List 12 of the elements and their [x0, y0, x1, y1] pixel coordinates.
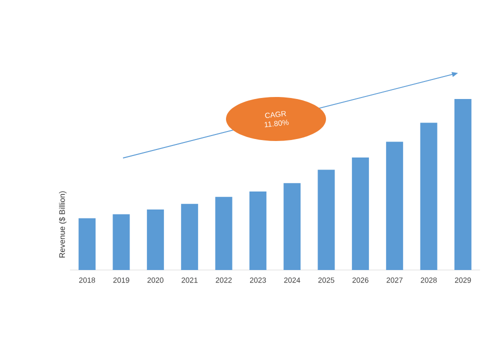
bar — [181, 204, 198, 270]
bar — [78, 218, 96, 270]
bar — [249, 192, 266, 270]
bar — [215, 196, 232, 270]
bar — [386, 142, 404, 270]
bar — [284, 183, 301, 270]
bar — [318, 170, 335, 270]
bar — [454, 98, 472, 270]
bar — [112, 214, 130, 270]
bar — [420, 122, 438, 270]
bar — [352, 157, 369, 270]
bar — [146, 209, 164, 270]
